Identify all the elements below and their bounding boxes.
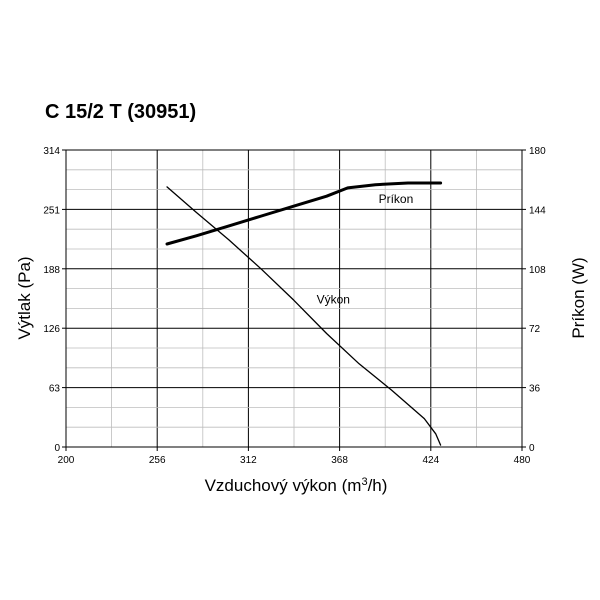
y-left-tick-label: 251 [43,205,60,216]
x-tick-label: 480 [514,455,531,466]
y-left-tick-label: 0 [54,443,60,454]
series-line-prikon [165,181,443,246]
y-axis-right-title: Príkon (W) [569,257,588,338]
chart-title: C 15/2 T (30951) [45,101,197,123]
x-tick-label: 312 [240,455,257,466]
series-line-vykon [166,186,442,446]
y-left-tick-label: 314 [43,146,60,157]
y-left-tick-label: 188 [43,265,60,276]
y-right-tick-label: 0 [529,443,535,454]
y-left-tick-label: 63 [49,384,61,395]
x-tick-label: 200 [58,455,75,466]
x-tick-label: 368 [331,455,348,466]
y-right-tick-label: 108 [529,265,546,276]
x-tick-label: 424 [422,455,439,466]
y-right-tick-label: 144 [529,205,546,216]
y-axis-left-title: Výtlak (Pa) [15,256,34,339]
y-right-tick-label: 72 [529,324,541,335]
grid [66,150,522,447]
y-right-tick-label: 36 [529,384,541,395]
series: Výkon Príkon [165,181,443,446]
x-axis-title-end: /h) [368,476,388,495]
x-axis-title-superscript: 3 [361,476,367,488]
plot-frame [65,149,523,448]
series-label-prikon: Príkon [379,192,414,206]
x-axis-title: Vzduchový výkon (m3/h) [205,476,388,495]
y-left-tick-label: 126 [43,324,60,335]
x-axis-title-main: Vzduchový výkon (m [205,476,362,495]
series-label-vykon: Výkon [317,292,350,306]
y-right-tick-label: 180 [529,146,546,157]
tick-labels: 200 256 312 368 424 4800631261882513140367210… [43,146,546,466]
x-tick-label: 256 [149,455,166,466]
